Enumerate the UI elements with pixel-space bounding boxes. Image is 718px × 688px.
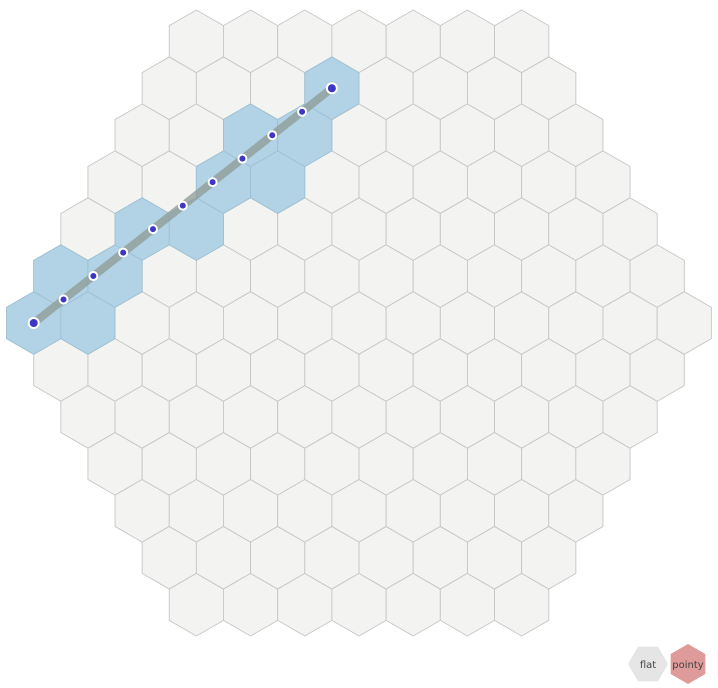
line-endpoint[interactable] — [325, 82, 338, 95]
hex-cell[interactable] — [656, 291, 712, 355]
line-sample-point — [207, 177, 218, 188]
line-sample-point — [88, 271, 99, 282]
pointy-hex-icon — [670, 644, 706, 684]
flat-button[interactable]: flat — [628, 646, 668, 682]
line-sample-point — [118, 247, 129, 258]
pointy-label: pointy — [672, 660, 704, 671]
line-sample-points — [27, 82, 338, 329]
line-sample-point — [177, 200, 188, 211]
pointy-button[interactable]: pointy — [670, 644, 706, 684]
flat-label: flat — [640, 660, 656, 671]
line-sample-point — [297, 106, 308, 117]
line-sample-point — [267, 130, 278, 141]
line-endpoint[interactable] — [27, 317, 40, 329]
line-sample-point — [147, 224, 158, 235]
line-sample-point — [237, 153, 248, 164]
orientation-toggle: flat pointy — [628, 644, 706, 684]
line-sample-point — [58, 294, 69, 305]
flat-hex-icon — [628, 646, 668, 682]
